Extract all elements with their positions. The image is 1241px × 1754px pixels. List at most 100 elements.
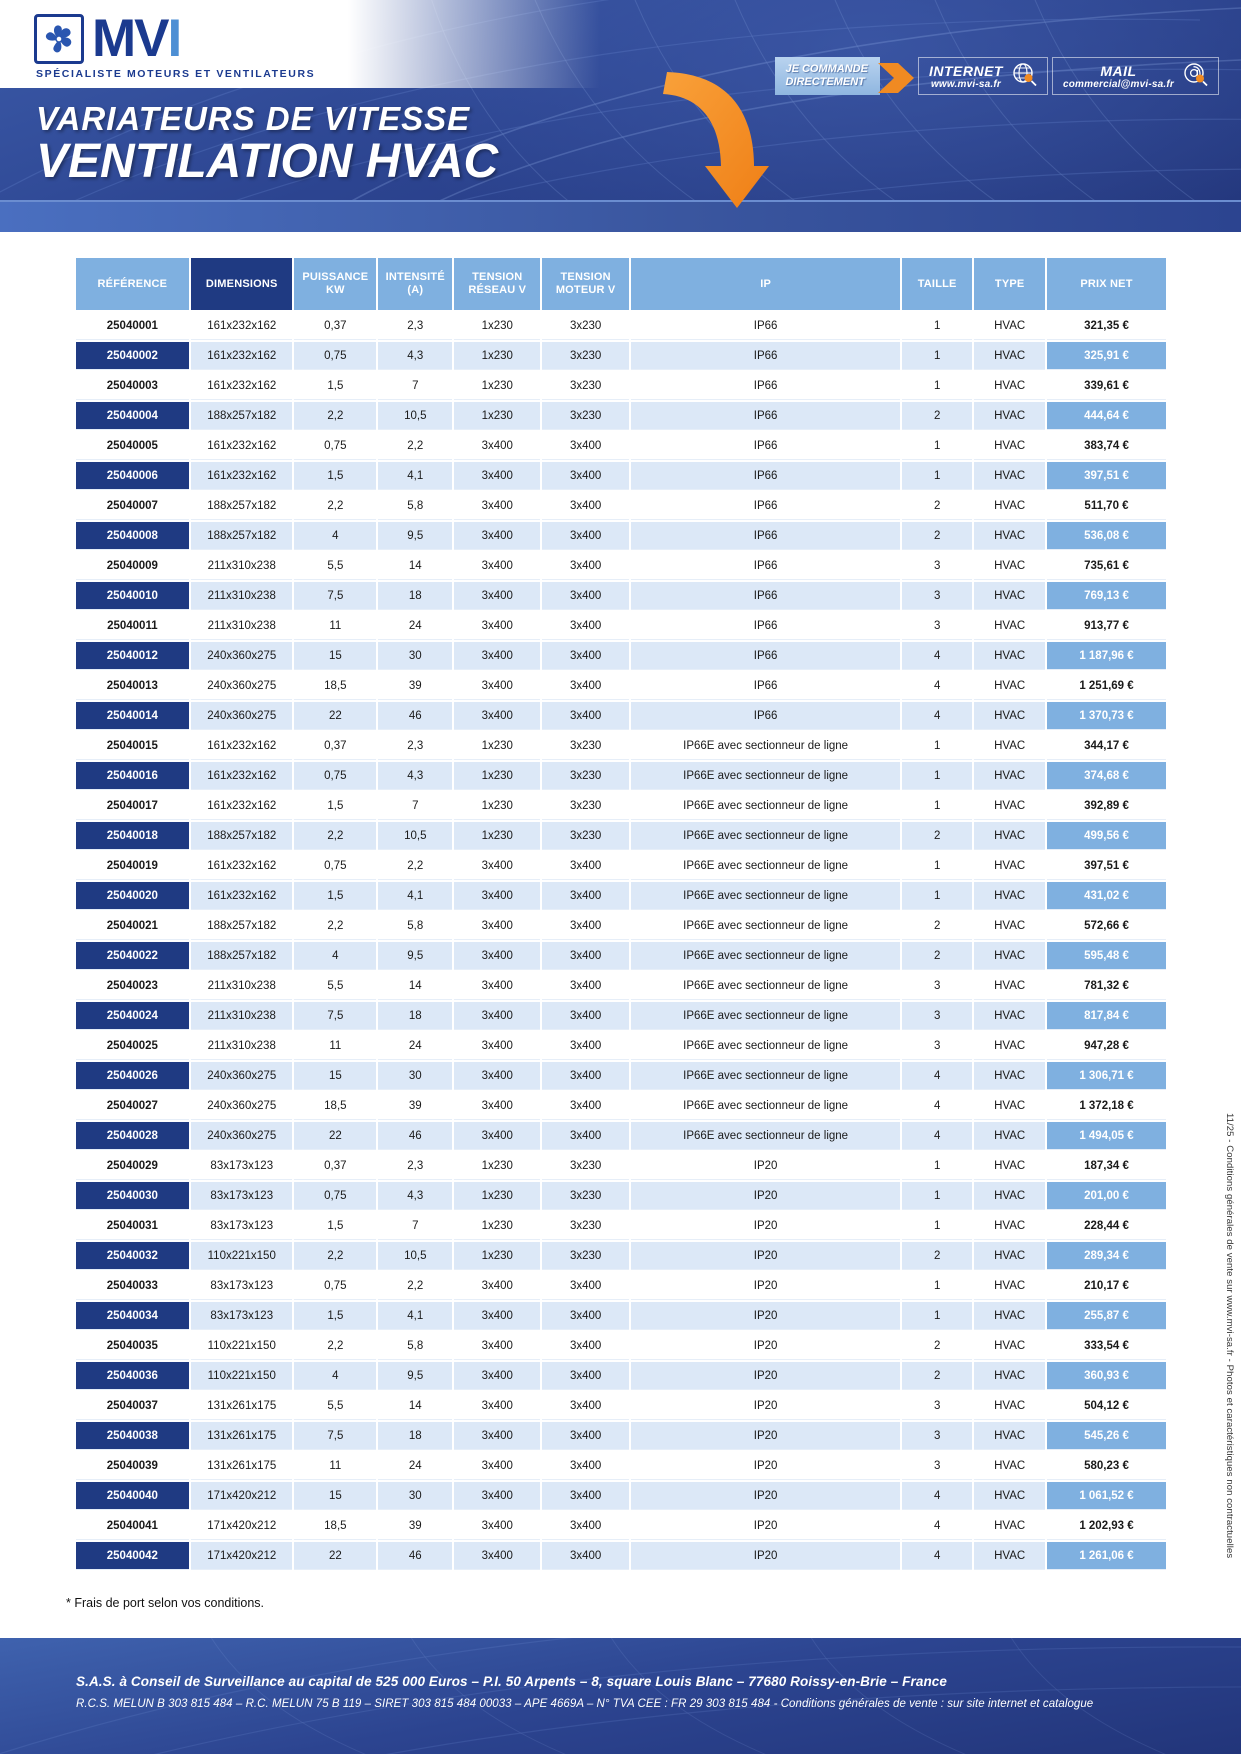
cell-intensite: 2,3 — [378, 312, 453, 340]
cell-intensite: 2,2 — [378, 1272, 453, 1300]
cell-type: HVAC — [973, 1302, 1046, 1330]
cell-tension_reseau: 3x400 — [454, 1002, 541, 1030]
cell-tension_moteur: 3x400 — [542, 522, 629, 550]
cell-ip: IP20 — [630, 1332, 901, 1360]
cell-dimensions: 131x261x175 — [191, 1422, 293, 1450]
cell-prix_net: 947,28 € — [1047, 1032, 1166, 1060]
cell-tension_moteur: 3x400 — [542, 642, 629, 670]
cell-tension_moteur: 3x230 — [542, 792, 629, 820]
cell-intensite: 4,3 — [378, 1182, 453, 1210]
cell-taille: 1 — [902, 882, 972, 910]
cell-type: HVAC — [973, 612, 1046, 640]
cell-ip: IP66 — [630, 672, 901, 700]
cell-prix_net: 289,34 € — [1047, 1242, 1166, 1270]
cell-type: HVAC — [973, 1122, 1046, 1150]
side-legal-text: 11/25 - Conditions générales de vente su… — [1224, 1112, 1235, 1558]
cell-reference: 25040038 — [75, 1422, 190, 1450]
order-cta[interactable]: JE COMMANDE DIRECTEMENT — [775, 57, 880, 95]
cell-puissance: 0,75 — [294, 852, 377, 880]
cell-ip: IP66E avec sectionneur de ligne — [630, 1032, 901, 1060]
cell-prix_net: 431,02 € — [1047, 882, 1166, 910]
cell-reference: 25040008 — [75, 522, 190, 550]
cell-dimensions: 161x232x162 — [191, 792, 293, 820]
cell-puissance: 0,37 — [294, 1152, 377, 1180]
cell-tension_moteur: 3x400 — [542, 612, 629, 640]
cell-tension_moteur: 3x230 — [542, 402, 629, 430]
cell-puissance: 7,5 — [294, 1002, 377, 1030]
cell-puissance: 22 — [294, 702, 377, 730]
cell-tension_reseau: 3x400 — [454, 882, 541, 910]
cell-tension_reseau: 3x400 — [454, 492, 541, 520]
cell-tension_reseau: 1x230 — [454, 1212, 541, 1240]
cell-dimensions: 211x310x238 — [191, 582, 293, 610]
cell-prix_net: 255,87 € — [1047, 1302, 1166, 1330]
cell-tension_reseau: 1x230 — [454, 732, 541, 760]
cell-prix_net: 1 372,18 € — [1047, 1092, 1166, 1120]
cell-type: HVAC — [973, 1422, 1046, 1450]
cell-ip: IP66E avec sectionneur de ligne — [630, 912, 901, 940]
cell-tension_reseau: 1x230 — [454, 1152, 541, 1180]
cell-puissance: 2,2 — [294, 402, 377, 430]
mail-contact[interactable]: MAIL commercial@mvi-sa.fr — [1051, 57, 1219, 95]
cell-puissance: 0,75 — [294, 432, 377, 460]
cell-type: HVAC — [973, 1482, 1046, 1510]
cell-taille: 2 — [902, 1242, 972, 1270]
cell-reference: 25040027 — [75, 1092, 190, 1120]
table-header-row: RÉFÉRENCE DIMENSIONS PUISSANCE KW INTENSITÉ(… — [75, 258, 1166, 310]
cell-prix_net: 781,32 € — [1047, 972, 1166, 1000]
cell-tension_moteur: 3x400 — [542, 1302, 629, 1330]
cell-dimensions: 211x310x238 — [191, 612, 293, 640]
cell-ip: IP66E avec sectionneur de ligne — [630, 822, 901, 850]
cell-dimensions: 171x420x212 — [191, 1542, 293, 1570]
cell-prix_net: 325,91 € — [1047, 342, 1166, 370]
globe-search-icon — [1011, 61, 1037, 92]
internet-label: INTERNET — [928, 62, 1003, 79]
cell-taille: 3 — [902, 582, 972, 610]
cell-reference: 25040012 — [75, 642, 190, 670]
cell-tension_reseau: 3x400 — [454, 912, 541, 940]
table-row: 25040038 131x261x175 7,5 18 3x400 3x400 IP20 3 H… — [75, 1422, 1166, 1450]
cell-puissance: 15 — [294, 642, 377, 670]
cell-tension_moteur: 3x400 — [542, 582, 629, 610]
curved-arrow-icon — [661, 68, 771, 223]
cell-puissance: 0,37 — [294, 312, 377, 340]
cell-taille: 3 — [902, 1452, 972, 1480]
cell-dimensions: 161x232x162 — [191, 372, 293, 400]
cell-tension_reseau: 1x230 — [454, 1182, 541, 1210]
cell-dimensions: 161x232x162 — [191, 732, 293, 760]
cell-puissance: 5,5 — [294, 1392, 377, 1420]
cell-intensite: 2,3 — [378, 1152, 453, 1180]
internet-contact[interactable]: INTERNET www.mvi-sa.fr — [917, 57, 1048, 95]
table-row: 25040034 83x173x123 1,5 4,1 3x400 3x400 IP20 1 H… — [75, 1302, 1166, 1330]
cell-intensite: 10,5 — [378, 1242, 453, 1270]
cell-prix_net: 913,77 € — [1047, 612, 1166, 640]
cell-puissance: 5,5 — [294, 972, 377, 1000]
cell-type: HVAC — [973, 1032, 1046, 1060]
table-row: 25040008 188x257x182 4 9,5 3x400 3x400 IP66 2 HV… — [75, 522, 1166, 550]
cell-ip: IP20 — [630, 1242, 901, 1270]
cell-ip: IP66 — [630, 372, 901, 400]
cell-tension_moteur: 3x400 — [542, 1032, 629, 1060]
cell-tension_moteur: 3x400 — [542, 672, 629, 700]
cell-type: HVAC — [973, 702, 1046, 730]
table-row: 25040026 240x360x275 15 30 3x400 3x400 IP66E a… — [75, 1062, 1166, 1090]
cell-taille: 1 — [902, 762, 972, 790]
cell-tension_reseau: 3x400 — [454, 612, 541, 640]
cell-type: HVAC — [973, 462, 1046, 490]
cell-reference: 25040022 — [75, 942, 190, 970]
cell-dimensions: 211x310x238 — [191, 1032, 293, 1060]
cell-tension_reseau: 3x400 — [454, 1272, 541, 1300]
cell-puissance: 18,5 — [294, 1092, 377, 1120]
table-row: 25040027 240x360x275 18,5 39 3x400 3x400 IP66E… — [75, 1092, 1166, 1120]
cell-intensite: 7 — [378, 372, 453, 400]
cell-dimensions: 188x257x182 — [191, 912, 293, 940]
brand-logo[interactable]: MVI SPÉCIALISTE MOTEURS ET VENTILATEURS — [34, 12, 315, 80]
cell-taille: 1 — [902, 372, 972, 400]
cell-dimensions: 110x221x150 — [191, 1332, 293, 1360]
cell-tension_reseau: 3x400 — [454, 1092, 541, 1120]
table-row: 25040040 171x420x212 15 30 3x400 3x400 IP20 4 HV… — [75, 1482, 1166, 1510]
cell-tension_moteur: 3x400 — [542, 942, 629, 970]
cell-intensite: 9,5 — [378, 942, 453, 970]
cell-tension_moteur: 3x400 — [542, 1422, 629, 1450]
order-contact-bar: JE COMMANDE DIRECTEMENT INTERNET www.mvi… — [775, 57, 1219, 95]
